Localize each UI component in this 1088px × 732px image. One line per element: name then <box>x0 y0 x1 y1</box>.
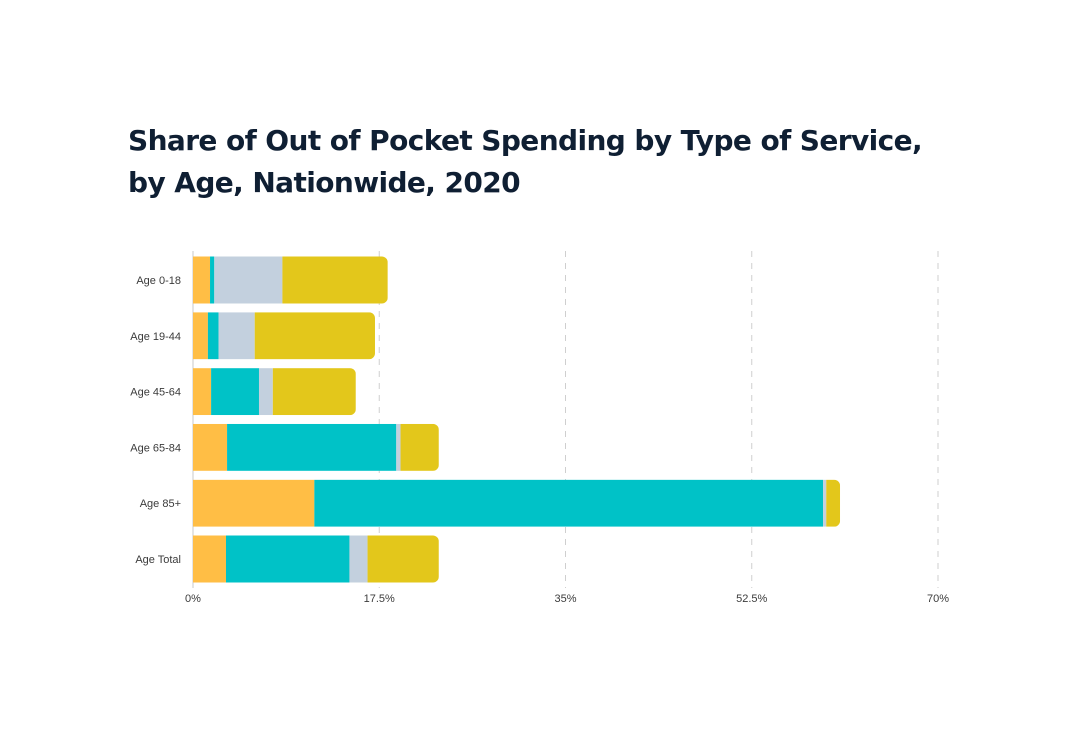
x-tick-label: 0% <box>185 593 201 605</box>
bar-segment <box>211 368 259 416</box>
bar-group <box>193 479 841 527</box>
bar-segment <box>367 535 439 583</box>
category-labels: Age 0-18 Age 19-44 Age 45-64 Age 65-84 Age 8… <box>130 275 181 566</box>
bar-segment <box>193 535 226 583</box>
bar-segment <box>227 423 397 471</box>
bar-segment <box>193 423 228 471</box>
bar-segment <box>210 256 215 304</box>
bar-group <box>193 312 375 360</box>
x-tick-label: 52.5% <box>736 593 767 605</box>
category-label: Age 45-64 <box>130 387 181 399</box>
bar-segment <box>214 256 283 304</box>
category-label: Age 0-18 <box>136 275 181 287</box>
bar-segment <box>272 368 356 416</box>
category-label: Age 85+ <box>140 498 181 510</box>
bar-segment <box>282 256 388 304</box>
x-tick-label: 17.5% <box>364 593 395 605</box>
bar-segment <box>254 312 375 360</box>
bar-group <box>193 368 356 416</box>
bar-segment <box>826 479 841 527</box>
bar-segment <box>193 256 211 304</box>
category-label: Age Total <box>135 554 181 566</box>
chart-title: Share of Out of Pocket Spending by Type … <box>128 120 988 204</box>
bar-segment <box>225 535 350 583</box>
bar-segment <box>349 535 368 583</box>
bar-segment <box>207 312 219 360</box>
bar-segment <box>314 479 824 527</box>
bar-segment <box>258 368 273 416</box>
bar-segment <box>193 479 315 527</box>
bar-segment <box>193 368 212 416</box>
bar-segment <box>396 423 401 471</box>
bars <box>193 256 841 583</box>
chart-title-line-2: by Age, Nationwide, 2020 <box>128 166 521 199</box>
chart-title-line-1: Share of Out of Pocket Spending by Type … <box>128 124 923 157</box>
x-axis-ticks: 0% 17.5% 35% 52.5% 70% <box>185 593 949 605</box>
x-tick-label: 35% <box>554 593 576 605</box>
x-tick-label: 70% <box>927 593 949 605</box>
bar-segment <box>823 479 827 527</box>
category-label: Age 65-84 <box>130 442 181 454</box>
bar-segment <box>218 312 255 360</box>
bar-group <box>193 256 388 304</box>
bar-segment <box>400 423 439 471</box>
bar-segment <box>193 312 208 360</box>
bar-group <box>193 535 439 583</box>
grid-lines <box>192 251 939 588</box>
category-label: Age 19-44 <box>130 331 181 343</box>
bar-group <box>193 423 439 471</box>
